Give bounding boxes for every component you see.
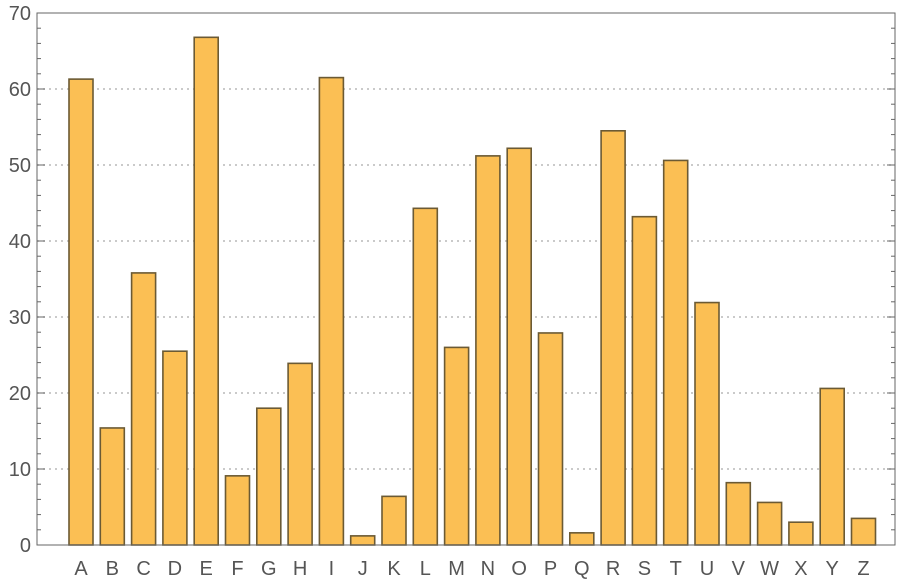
bar-D (162, 350, 188, 546)
y-tick-label: 50 (9, 155, 31, 177)
x-tick-label: H (293, 558, 307, 580)
x-tick-label: A (74, 558, 88, 580)
bar-R (600, 130, 626, 546)
bar-T (662, 159, 689, 546)
x-tick-label: N (481, 558, 495, 580)
bar-U (694, 301, 720, 546)
bar-Q (568, 532, 595, 546)
x-tick-label: I (329, 558, 335, 580)
x-tick-label: B (106, 558, 119, 580)
y-tick-label: 60 (9, 79, 31, 101)
y-tick-label: 0 (20, 535, 31, 557)
x-tick-label: Y (826, 558, 839, 580)
x-tick-label: O (511, 558, 527, 580)
bar-J (349, 535, 376, 546)
bar-O (506, 147, 533, 546)
x-tick-label: S (638, 558, 651, 580)
bar-N (475, 155, 501, 546)
x-tick-label: M (448, 558, 465, 580)
x-tick-label: U (700, 558, 714, 580)
bar-H (287, 362, 313, 546)
bar-K (381, 495, 407, 546)
x-tick-label: V (732, 558, 746, 580)
bar-M (443, 346, 470, 546)
y-tick-label: 10 (9, 459, 31, 481)
x-tick-label: G (261, 558, 277, 580)
bar-B (99, 427, 126, 546)
bar-A (68, 78, 94, 546)
x-tick-label: C (136, 558, 150, 580)
y-tick-label: 30 (9, 307, 31, 329)
x-tick-label: R (606, 558, 620, 580)
axis-ticks (37, 12, 895, 546)
bars (68, 36, 877, 546)
bar-Y (819, 387, 846, 546)
bar-F (224, 475, 251, 546)
x-tick-label: F (231, 558, 243, 580)
plot-frame (36, 12, 896, 546)
x-tick-label: E (200, 558, 213, 580)
bar-Z (850, 517, 877, 546)
x-tick-label: X (794, 558, 807, 580)
x-tick-label: D (168, 558, 182, 580)
y-tick-label: 70 (9, 3, 31, 25)
bar-P (537, 332, 564, 546)
bar-C (130, 272, 157, 546)
bar-V (725, 481, 752, 546)
x-tick-label: J (358, 558, 368, 580)
y-tick-label: 20 (9, 383, 31, 405)
x-tick-label: Q (574, 558, 590, 580)
x-tick-label: P (544, 558, 557, 580)
bar-L (412, 207, 439, 546)
gridlines (37, 88, 895, 470)
x-tick-label: Z (857, 558, 869, 580)
bar-E (193, 36, 219, 546)
x-tick-label: L (420, 558, 431, 580)
bar-S (631, 215, 658, 546)
bar-I (318, 76, 345, 546)
bar-W (756, 501, 783, 546)
y-axis-tick-labels: 0 10 20 30 40 50 60 70 (9, 3, 31, 557)
bar-G (255, 407, 282, 546)
x-tick-label: T (670, 558, 682, 580)
x-tick-label: K (387, 558, 401, 580)
bar-X (788, 521, 814, 546)
x-tick-label: W (760, 558, 779, 580)
y-tick-label: 40 (9, 231, 31, 253)
